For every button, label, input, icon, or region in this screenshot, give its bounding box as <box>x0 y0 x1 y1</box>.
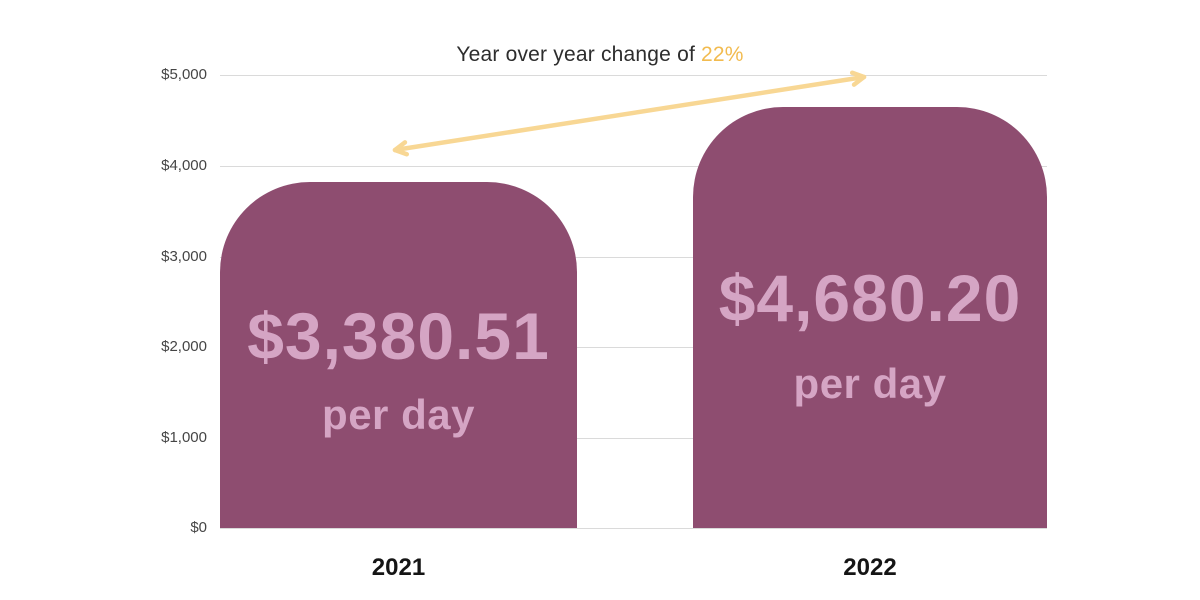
bar-2022: $4,680.20 per day <box>693 107 1047 528</box>
ytick-3000: $3,000 <box>161 248 207 265</box>
chart-title-text: Year over year change of <box>456 43 702 66</box>
gridline-1000 <box>220 438 1047 439</box>
ytick-5000: $5,000 <box>161 66 207 83</box>
gridline-5000 <box>220 75 1047 76</box>
gridline-3000 <box>220 257 1047 258</box>
xtick-2021: 2021 <box>371 554 426 581</box>
ytick-2000: $2,000 <box>161 338 207 355</box>
bar-2022-unit: per day <box>793 360 947 407</box>
bar-2021: $3,380.51 per day <box>220 182 577 528</box>
chart-title: Year over year change of 22% <box>0 40 1200 70</box>
bar-2021-unit: per day <box>322 391 475 438</box>
ytick-0: $0 <box>190 519 207 536</box>
chart-title-highlight: 22% <box>701 43 744 66</box>
xtick-2022: 2022 <box>843 554 897 581</box>
ytick-1000: $1,000 <box>161 429 207 446</box>
bar-2022-amount: $4,680.20 <box>718 261 1022 335</box>
gridline-4000 <box>220 166 1047 167</box>
ytick-4000: $4,000 <box>161 157 207 174</box>
gridline-2000 <box>220 347 1047 348</box>
bar-2021-amount: $3,380.51 <box>247 299 550 373</box>
gridline-0-baseline <box>220 528 1047 529</box>
